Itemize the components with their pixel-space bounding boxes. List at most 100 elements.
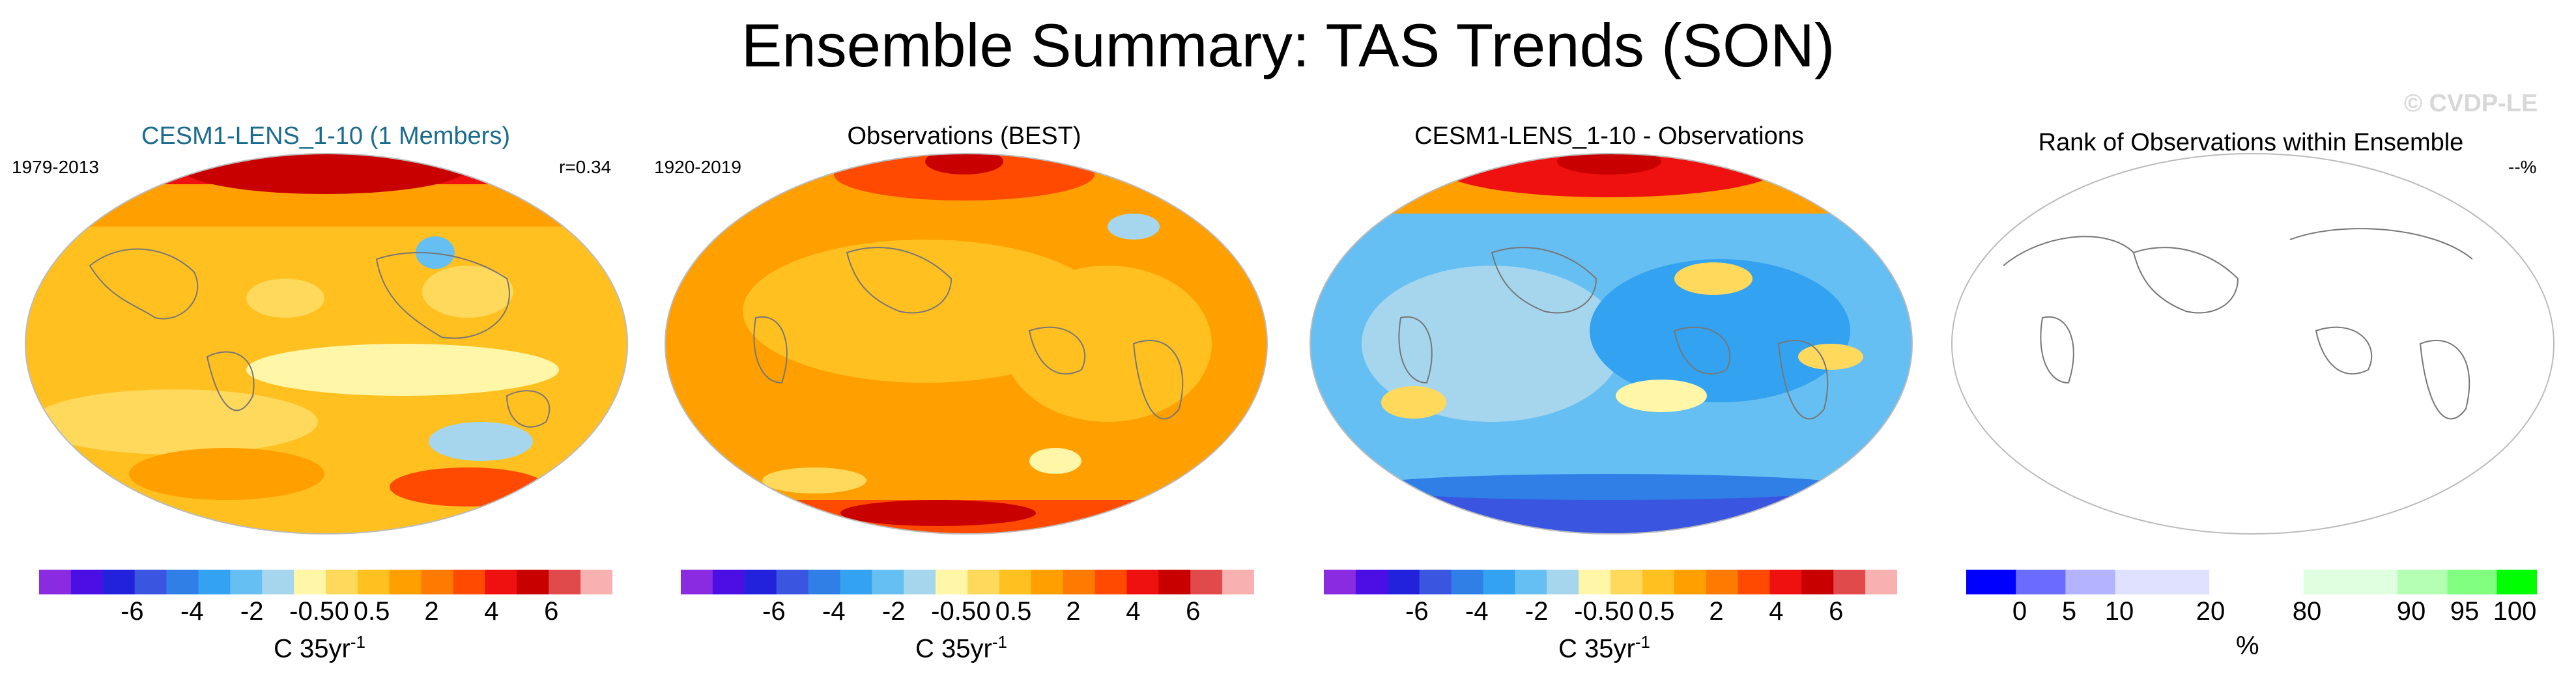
panel-2-map [665,153,1268,535]
panel-2-colorbar-swatch-17 [1222,570,1254,594]
panel-3-map [1309,153,1913,535]
panel-2-colorbar-tick: 6 [1186,597,1201,626]
panel-4-colorbar-tick: 0 [2012,597,2027,626]
panel-2-colorbar-tick: -4 [822,597,846,626]
panel-4-colorbar-swatch-4 [2209,570,2304,594]
panel-2-colorbar-swatch-3 [776,570,809,594]
panel-3-colorbar-tick: -2 [1524,597,1549,626]
panel-2-colorbar-swatch-1 [712,570,745,594]
panel-3-colorbar-swatch-3 [1419,570,1452,594]
panel-2-colorbar-tick: 4 [1126,597,1141,626]
panel-4-colorbar-tick: 20 [2196,597,2225,626]
panel-2-colorbar-swatch-6 [872,570,904,594]
panel-4-colorbar-tick: 95 [2450,597,2480,626]
panel-1-colorbar-tick: 6 [544,597,559,626]
panel-1-colorbar-swatch-3 [134,570,167,594]
panel-1-colorbar-tick: -2 [240,597,264,626]
panel-4-unit-text: % [2236,632,2259,660]
panel-3-colorbar-swatch-1 [1355,570,1388,594]
panel-3-colorbar-swatch-5 [1483,570,1515,594]
panel-4-colorbar-tick: 10 [2104,597,2134,626]
panel-4-colorbar-swatch-2 [2065,570,2116,594]
panel-4-colorbar-tick: 100 [2493,597,2537,626]
panel-3-colorbar-swatch-13 [1738,570,1770,594]
panel-1-colorbar-tick: -0.5 [289,597,335,626]
panel-4-percent: --% [2508,157,2537,177]
panel-2-colorbar [681,570,1254,594]
panel-3-colorbar-swatch-15 [1801,570,1834,594]
panel-1-correlation: r=0.34 [559,157,612,177]
panel-2-colorbar-swatch-14 [1126,570,1159,594]
watermark: © CVDP-LE [2404,90,2538,117]
panel-3-colorbar [1324,570,1897,594]
panel-2-colorbar-swatch-16 [1190,570,1223,594]
panel-2-title: Observations (BEST) [847,122,1081,150]
panel-4-colorbar-tick: 5 [2061,597,2077,626]
panel-1-colorbar-swatch-16 [549,570,581,594]
panel-2-colorbar-tick: 0.5 [995,597,1032,626]
panel-1-colorbar [39,570,612,594]
panel-1-colorbar-swatch-9 [326,570,358,594]
panel-1-colorbar-swatch-8 [294,570,326,594]
panel-1-colorbar-swatch-7 [262,570,294,594]
panel-3-colorbar-swatch-6 [1515,570,1547,594]
panel-1-colorbar-swatch-0 [39,570,72,594]
panel-1-unit-sup: -1 [350,632,365,652]
panel-1-colorbar-unit: C 35yr-1 [274,626,365,664]
panel-1-map [25,153,628,535]
panel-2-colorbar-swatch-13 [1095,570,1127,594]
panel-4-colorbar-swatch-3 [2115,570,2210,594]
panel-3-colorbar-tick: 0.5 [1638,597,1675,626]
panel-2-colorbar-tick: -2 [881,597,906,626]
panel-1-colorbar-swatch-1 [70,570,104,594]
panel-1-colorbar-swatch-17 [580,570,612,594]
panel-1-colorbar-tick: -4 [180,597,204,626]
panel-1-colorbar-swatch-13 [453,570,485,594]
panel-4-colorbar-swatch-1 [2016,570,2066,594]
panel-4-title: Rank of Observations within Ensemble [2038,129,2464,156]
panel-3-colorbar-swatch-14 [1769,570,1802,594]
panel-2-colorbar-swatch-2 [744,570,777,594]
panel-3-colorbar-swatch-16 [1833,570,1866,594]
panel-1-colorbar-tick: 0.5 [353,597,390,626]
panel-1-colorbar-tick: 0 [334,597,349,626]
panel-2-colorbar-swatch-12 [1063,570,1096,594]
panel-3-colorbar-swatch-11 [1674,570,1707,594]
panel-1-title: CESM1-LENS_1-10 (1 Members) [141,122,510,150]
panel-2-colorbar-swatch-8 [936,570,968,594]
panel-4-map [1951,153,2555,535]
panel-3-colorbar-tick: 6 [1829,597,1844,626]
panel-3-colorbar-swatch-8 [1579,570,1611,594]
panel-3-colorbar-swatch-9 [1610,570,1643,594]
panel-4-colorbar-swatch-8 [2497,570,2537,594]
panel-1-colorbar-tick: 4 [484,597,499,626]
panel-1-colorbar-swatch-10 [357,570,390,594]
panel-3-colorbar-swatch-0 [1324,570,1356,594]
panel-3-colorbar-tick: -4 [1465,597,1489,626]
panel-1-colorbar-swatch-4 [166,570,199,594]
panel-4-colorbar-swatch-6 [2397,570,2448,594]
panel-1-colorbar-swatch-12 [421,570,454,594]
panel-2-period: 1920-2019 [654,157,741,177]
panel-3-colorbar-swatch-4 [1451,570,1483,594]
panel-3-unit-sup: -1 [1635,632,1650,652]
panel-3-colorbar-swatch-2 [1387,570,1420,594]
panel-1-period: 1979-2013 [12,157,99,177]
panel-3-colorbar-tick: -0.5 [1574,597,1620,626]
panel-2-colorbar-swatch-7 [904,570,936,594]
panel-4-colorbar-swatch-5 [2303,570,2398,594]
panel-3-colorbar-swatch-12 [1706,570,1739,594]
panel-1-colorbar-swatch-15 [517,570,549,594]
panel-3-colorbar-tick: -6 [1405,597,1429,626]
panel-3-colorbar-swatch-10 [1642,570,1675,594]
panel-3-colorbar-swatch-7 [1547,570,1579,594]
panel-4-colorbar-swatch-0 [1966,570,2016,594]
panel-1-colorbar-tick: -6 [121,597,144,626]
panel-2-colorbar-swatch-9 [967,570,1000,594]
panel-2-unit-text: C 35yr [915,634,992,663]
panel-4-colorbar [1966,570,2537,594]
panel-4-colorbar-tick: 80 [2292,597,2322,626]
panel-4-colorbar-swatch-7 [2447,570,2498,594]
panel-1-colorbar-swatch-14 [485,570,517,594]
panel-3-colorbar-tick: 4 [1769,597,1784,626]
